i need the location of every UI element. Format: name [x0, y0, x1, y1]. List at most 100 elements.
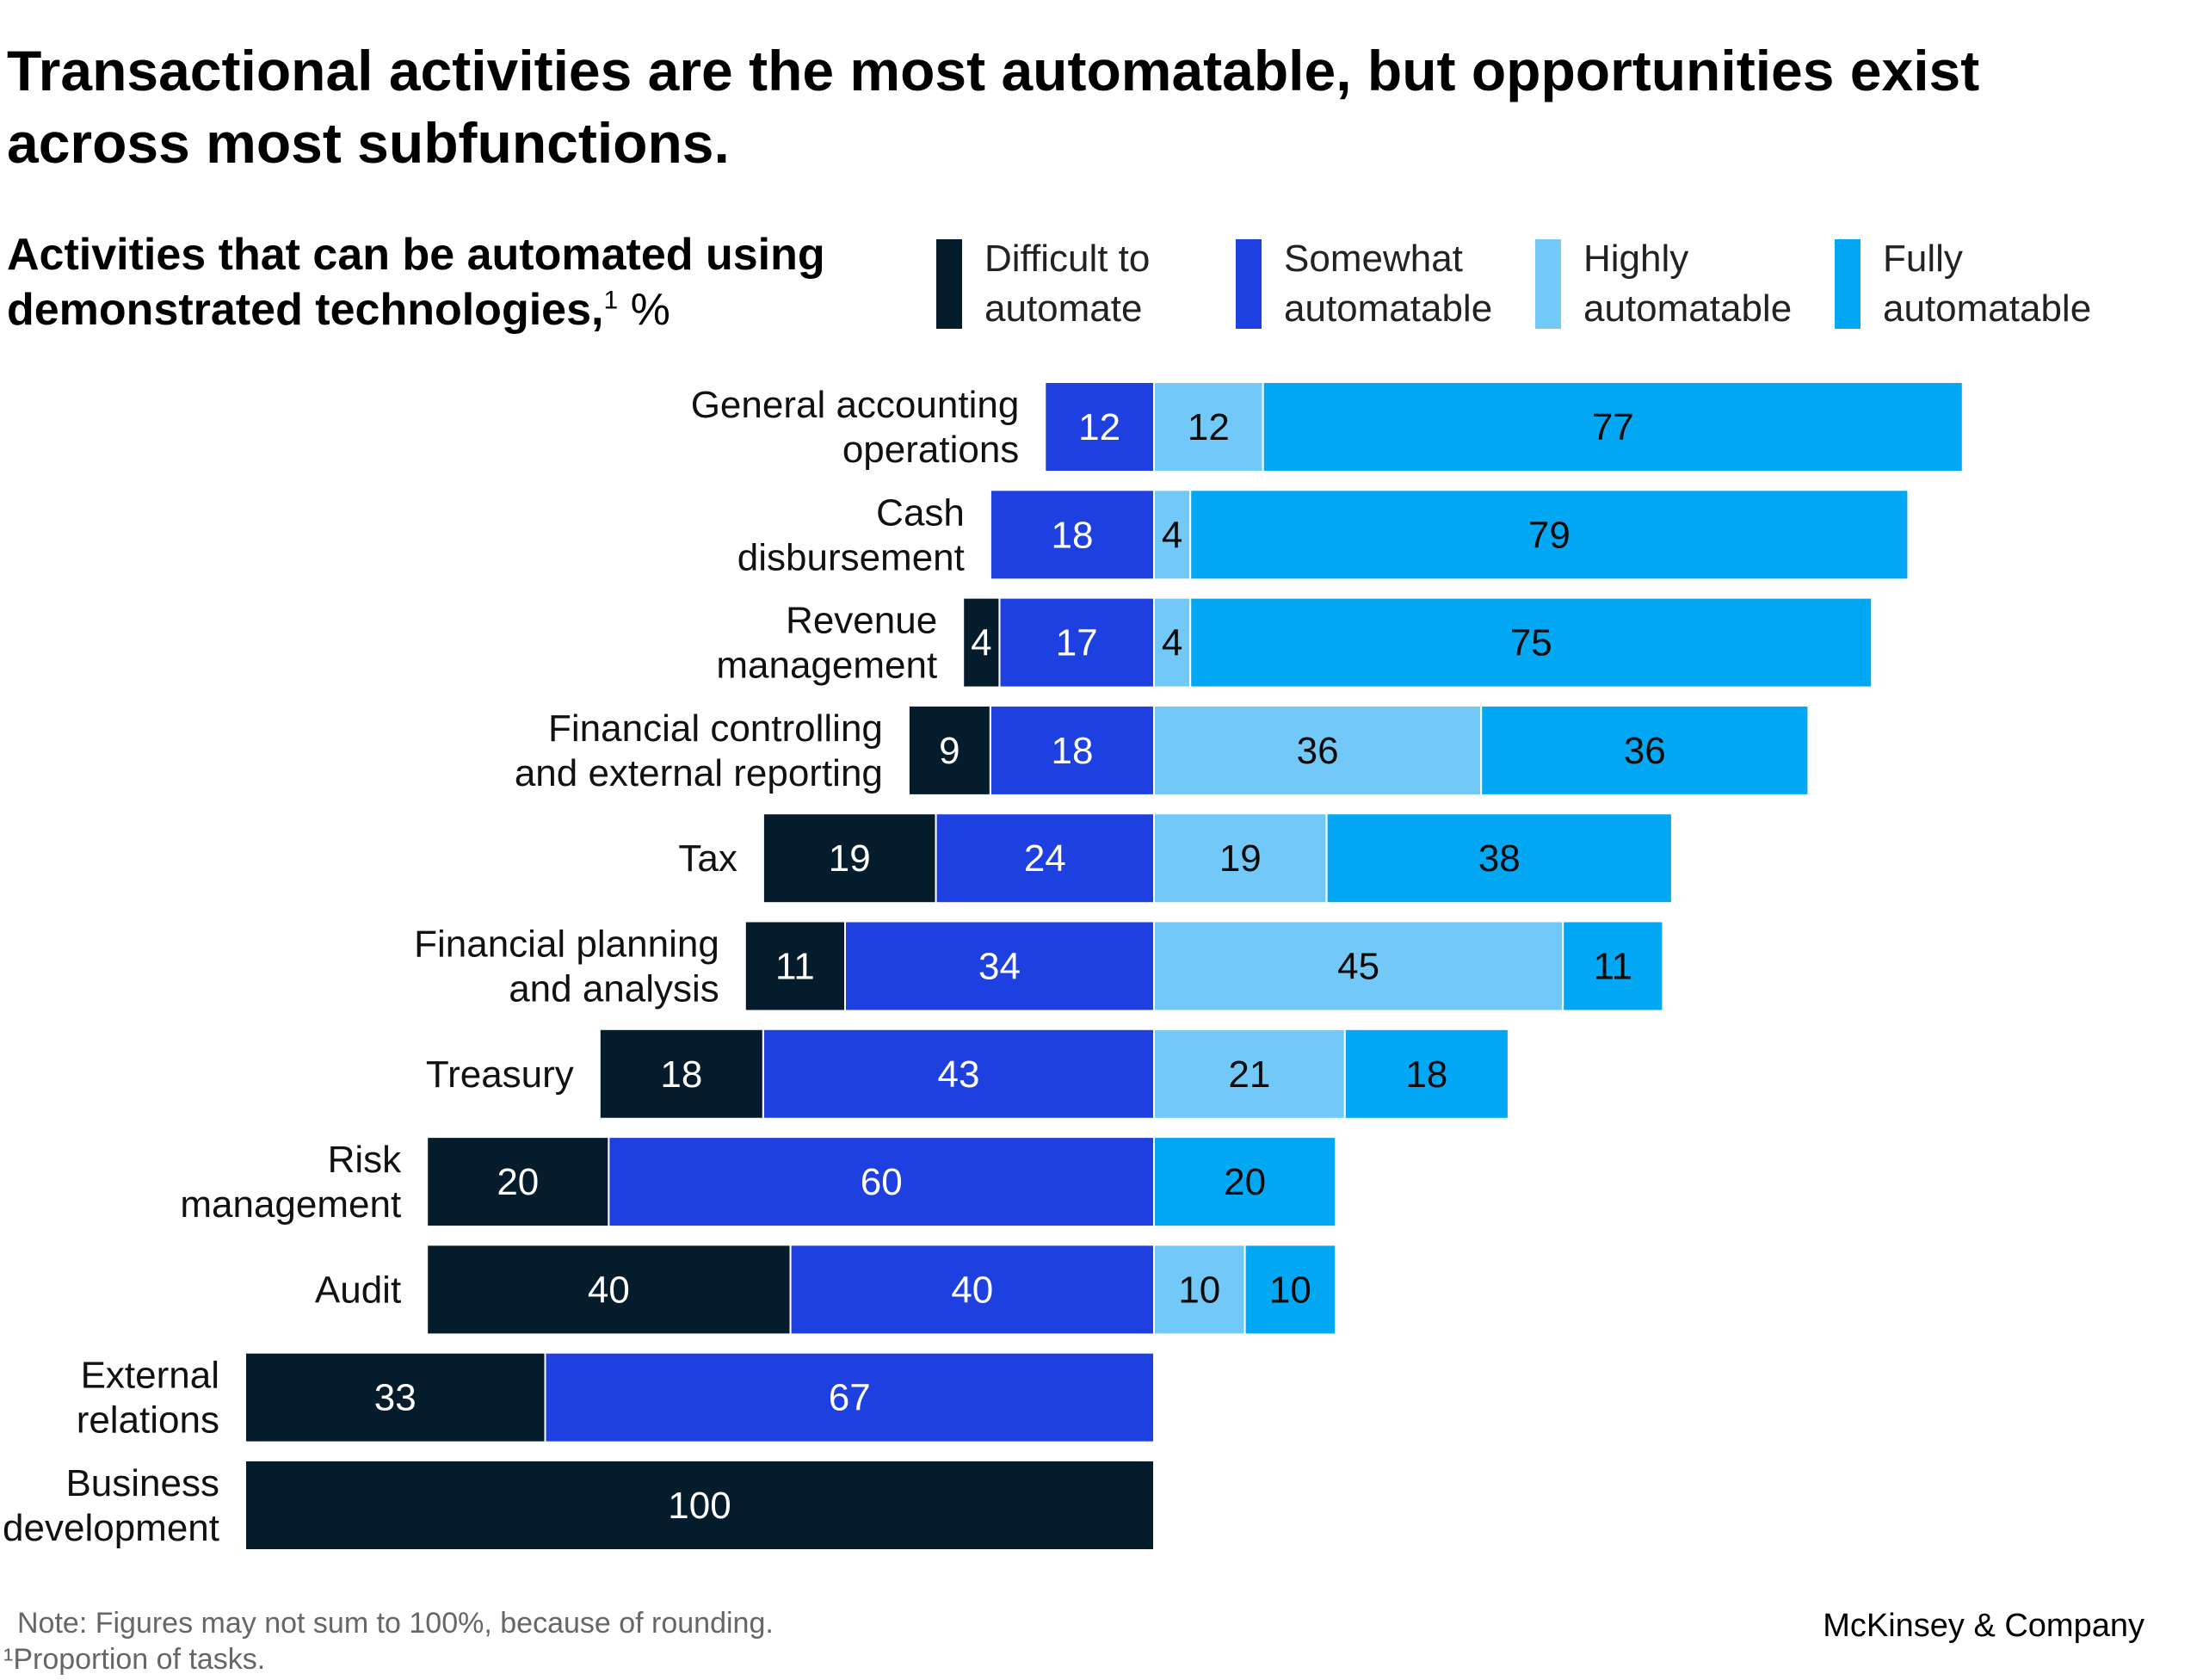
- category-label: Revenue management: [716, 600, 937, 687]
- data-label: 12: [1188, 406, 1230, 448]
- category-label-line: relations: [77, 1399, 219, 1442]
- data-label: 11: [775, 946, 815, 988]
- bar-segment: [1153, 704, 1483, 796]
- data-label: 4: [1162, 514, 1182, 556]
- legend-swatch-highly: [1535, 239, 1561, 329]
- category-label-line: operations: [842, 429, 1019, 471]
- bar-segment: [1153, 1028, 1346, 1120]
- category-label-line: and analysis: [509, 968, 719, 1010]
- bar-segment: [907, 704, 991, 796]
- data-label: 18: [1405, 1053, 1447, 1096]
- category-label-line: Financial controlling: [548, 707, 883, 750]
- category-label-line: General accounting: [691, 384, 1020, 426]
- data-label: 18: [660, 1053, 702, 1096]
- footnote-proportion: ¹Proportion of tasks.: [3, 1643, 266, 1676]
- category-label-line: management: [716, 645, 937, 687]
- category-label-line: development: [3, 1507, 219, 1549]
- bar-segment: [1153, 1136, 1337, 1228]
- bar-segment: [762, 812, 937, 905]
- category-label-line: Tax: [678, 837, 737, 880]
- legend-swatch-difficult: [936, 239, 962, 329]
- bar-segment: [1153, 812, 1328, 905]
- data-label: 21: [1228, 1053, 1270, 1096]
- bar-segment: [544, 1351, 1155, 1443]
- bar-segment: [935, 812, 1155, 905]
- category-label-line: Business: [65, 1462, 219, 1504]
- data-label: 75: [1510, 622, 1552, 664]
- bar-segment: [1153, 1244, 1246, 1336]
- bar-segment: [1262, 381, 1964, 472]
- bar-segment: [1325, 812, 1673, 905]
- category-label: General accounting operations: [691, 384, 1020, 471]
- category-label: External relations: [77, 1355, 219, 1442]
- category-label-line: and external reporting: [515, 752, 883, 794]
- data-label: 36: [1297, 730, 1339, 772]
- data-label: 10: [1269, 1269, 1311, 1311]
- legend-swatch-fully: [1835, 239, 1861, 329]
- data-label: 4: [1162, 622, 1182, 664]
- data-label: 77: [1592, 406, 1634, 448]
- bar-segment: [1153, 596, 1192, 689]
- bar-segment: [989, 489, 1156, 581]
- data-label: 17: [1056, 622, 1098, 664]
- bar-segment: [598, 1028, 764, 1120]
- bar-segment: [1243, 1244, 1337, 1336]
- bar-segment: [1562, 920, 1664, 1012]
- bar-segment: [244, 1351, 546, 1443]
- bar-segment: [426, 1244, 792, 1336]
- data-label: 9: [939, 730, 960, 772]
- category-label-line: Audit: [315, 1269, 401, 1311]
- bar-segment: [744, 920, 846, 1012]
- bar-segment: [1189, 596, 1873, 689]
- legend-swatch-somewhat: [1236, 239, 1262, 329]
- data-label: 24: [1024, 837, 1066, 880]
- data-label: 18: [1052, 514, 1094, 556]
- data-label: 10: [1178, 1269, 1220, 1311]
- data-label: 79: [1528, 514, 1570, 556]
- bar-segment: [1153, 489, 1192, 581]
- legend-label-highly: Highly automatable: [1583, 238, 1793, 330]
- chart-subtitle: Activities that can be automated using d…: [7, 227, 876, 337]
- subtitle-footnote-marker: 1: [603, 286, 619, 315]
- bar-segment: [426, 1136, 610, 1228]
- data-label: 100: [668, 1485, 731, 1527]
- data-label: 33: [374, 1377, 417, 1419]
- category-label-line: Risk: [328, 1139, 403, 1181]
- data-label: 18: [1052, 730, 1094, 772]
- subtitle-unit: %: [618, 285, 670, 335]
- data-label: 20: [497, 1161, 539, 1203]
- bar-segment: [608, 1136, 1155, 1228]
- bar-segment: [1153, 920, 1564, 1012]
- bar-segment: [1189, 489, 1910, 581]
- category-label: Business development: [3, 1462, 219, 1549]
- data-label: 4: [971, 622, 991, 664]
- data-label: 67: [829, 1377, 871, 1419]
- category-label-line: disbursement: [737, 536, 965, 578]
- brand-logo-text: McKinsey & Company: [1823, 1608, 2144, 1644]
- chart-title: Transactional activities are the most au…: [7, 39, 1980, 175]
- data-label: 19: [829, 837, 871, 880]
- bar-segment: [762, 1028, 1156, 1120]
- category-label-line: Financial planning: [414, 923, 719, 966]
- data-label: 60: [861, 1161, 903, 1203]
- subtitle-text: Activities that can be automated using d…: [7, 230, 825, 335]
- legend-label-difficult: Difficult to automate: [984, 238, 1151, 330]
- bar-segment: [1153, 381, 1264, 472]
- category-label: Tax: [678, 837, 737, 880]
- bar-segment: [1343, 1028, 1509, 1120]
- category-label-line: External: [81, 1355, 219, 1397]
- bar-segment: [989, 704, 1156, 796]
- data-label: 19: [1219, 837, 1262, 880]
- data-label: 40: [588, 1269, 630, 1311]
- category-label: Financial controlling and external report…: [515, 707, 883, 794]
- bar-segment: [962, 596, 1001, 689]
- legend-label-somewhat: Somewhat automatable: [1284, 238, 1493, 330]
- category-label: Cash disbursement: [737, 491, 965, 578]
- data-label: 12: [1078, 406, 1120, 448]
- data-label: 45: [1337, 946, 1379, 988]
- data-label: 36: [1624, 730, 1666, 772]
- bar-segment: [1480, 704, 1810, 796]
- category-label-line: management: [180, 1183, 401, 1226]
- data-label: 38: [1478, 837, 1521, 880]
